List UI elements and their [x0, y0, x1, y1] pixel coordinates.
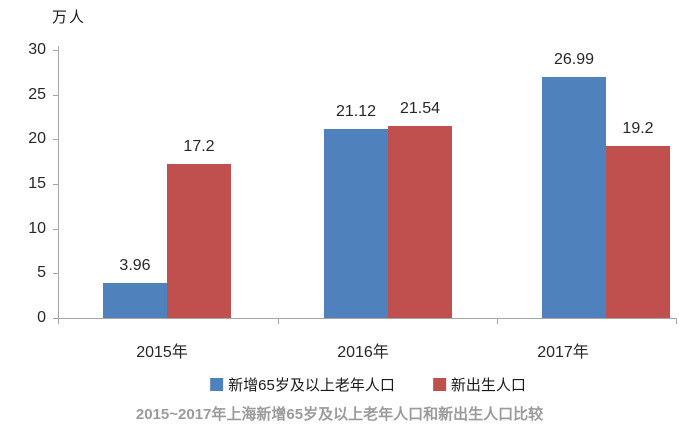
bar-value-label: 17.2 — [183, 138, 215, 156]
bar-series-1-2015年 — [103, 282, 167, 318]
y-tick-mark — [53, 273, 58, 274]
bar-value-label: 26.99 — [553, 50, 595, 68]
y-tick-mark — [53, 318, 58, 319]
x-category-label: 2016年 — [337, 344, 389, 361]
legend-item: 新增65岁及以上老年人口 — [210, 374, 395, 395]
legend: 新增65岁及以上老年人口 新出生人口 — [210, 374, 526, 395]
y-tick-mark — [53, 50, 58, 51]
y-tick-label: 5 — [37, 264, 46, 282]
x-tick-mark — [676, 318, 677, 324]
y-tick-label: 0 — [37, 309, 46, 326]
chart-caption: 2015~2017年上海新增65岁及以上老年人口和新出生人口比较 — [135, 406, 544, 423]
bar-value-label: 21.12 — [335, 103, 377, 121]
bar-series-2-2017年 — [606, 146, 670, 318]
y-tick-label: 25 — [28, 85, 46, 103]
legend-label: 新增65岁及以上老年人口 — [228, 377, 395, 394]
bar-series-1-2016年 — [324, 129, 388, 318]
bar-series-1-2017年 — [542, 76, 606, 318]
legend-label: 新出生人口 — [450, 377, 526, 394]
y-tick-label: 15 — [28, 175, 46, 192]
legend-swatch-icon — [210, 378, 224, 391]
bar-value-label: 21.54 — [399, 99, 441, 117]
legend-item: 新出生人口 — [432, 374, 526, 395]
y-tick-mark — [53, 184, 58, 185]
x-tick-mark — [497, 318, 498, 324]
y-axis-unit-label: 万人 — [52, 9, 87, 26]
y-tick-mark — [53, 139, 58, 140]
bar-value-label: 3.96 — [119, 256, 151, 274]
x-category-label: 2015年 — [136, 344, 188, 361]
x-category-label: 2017年 — [537, 344, 589, 361]
bar-value-label: 19.2 — [622, 120, 654, 138]
y-axis-line — [58, 46, 59, 318]
bar-series-2-2015年 — [167, 164, 231, 318]
y-tick-label: 30 — [28, 41, 46, 58]
legend-swatch-icon — [432, 378, 446, 391]
x-tick-mark — [58, 318, 59, 324]
y-tick-mark — [53, 229, 58, 230]
y-tick-label: 10 — [28, 219, 46, 237]
x-tick-mark — [278, 318, 279, 324]
y-tick-label: 20 — [28, 130, 46, 148]
x-axis-line — [58, 318, 676, 319]
bar-series-2-2016年 — [388, 125, 452, 318]
y-tick-mark — [53, 95, 58, 96]
